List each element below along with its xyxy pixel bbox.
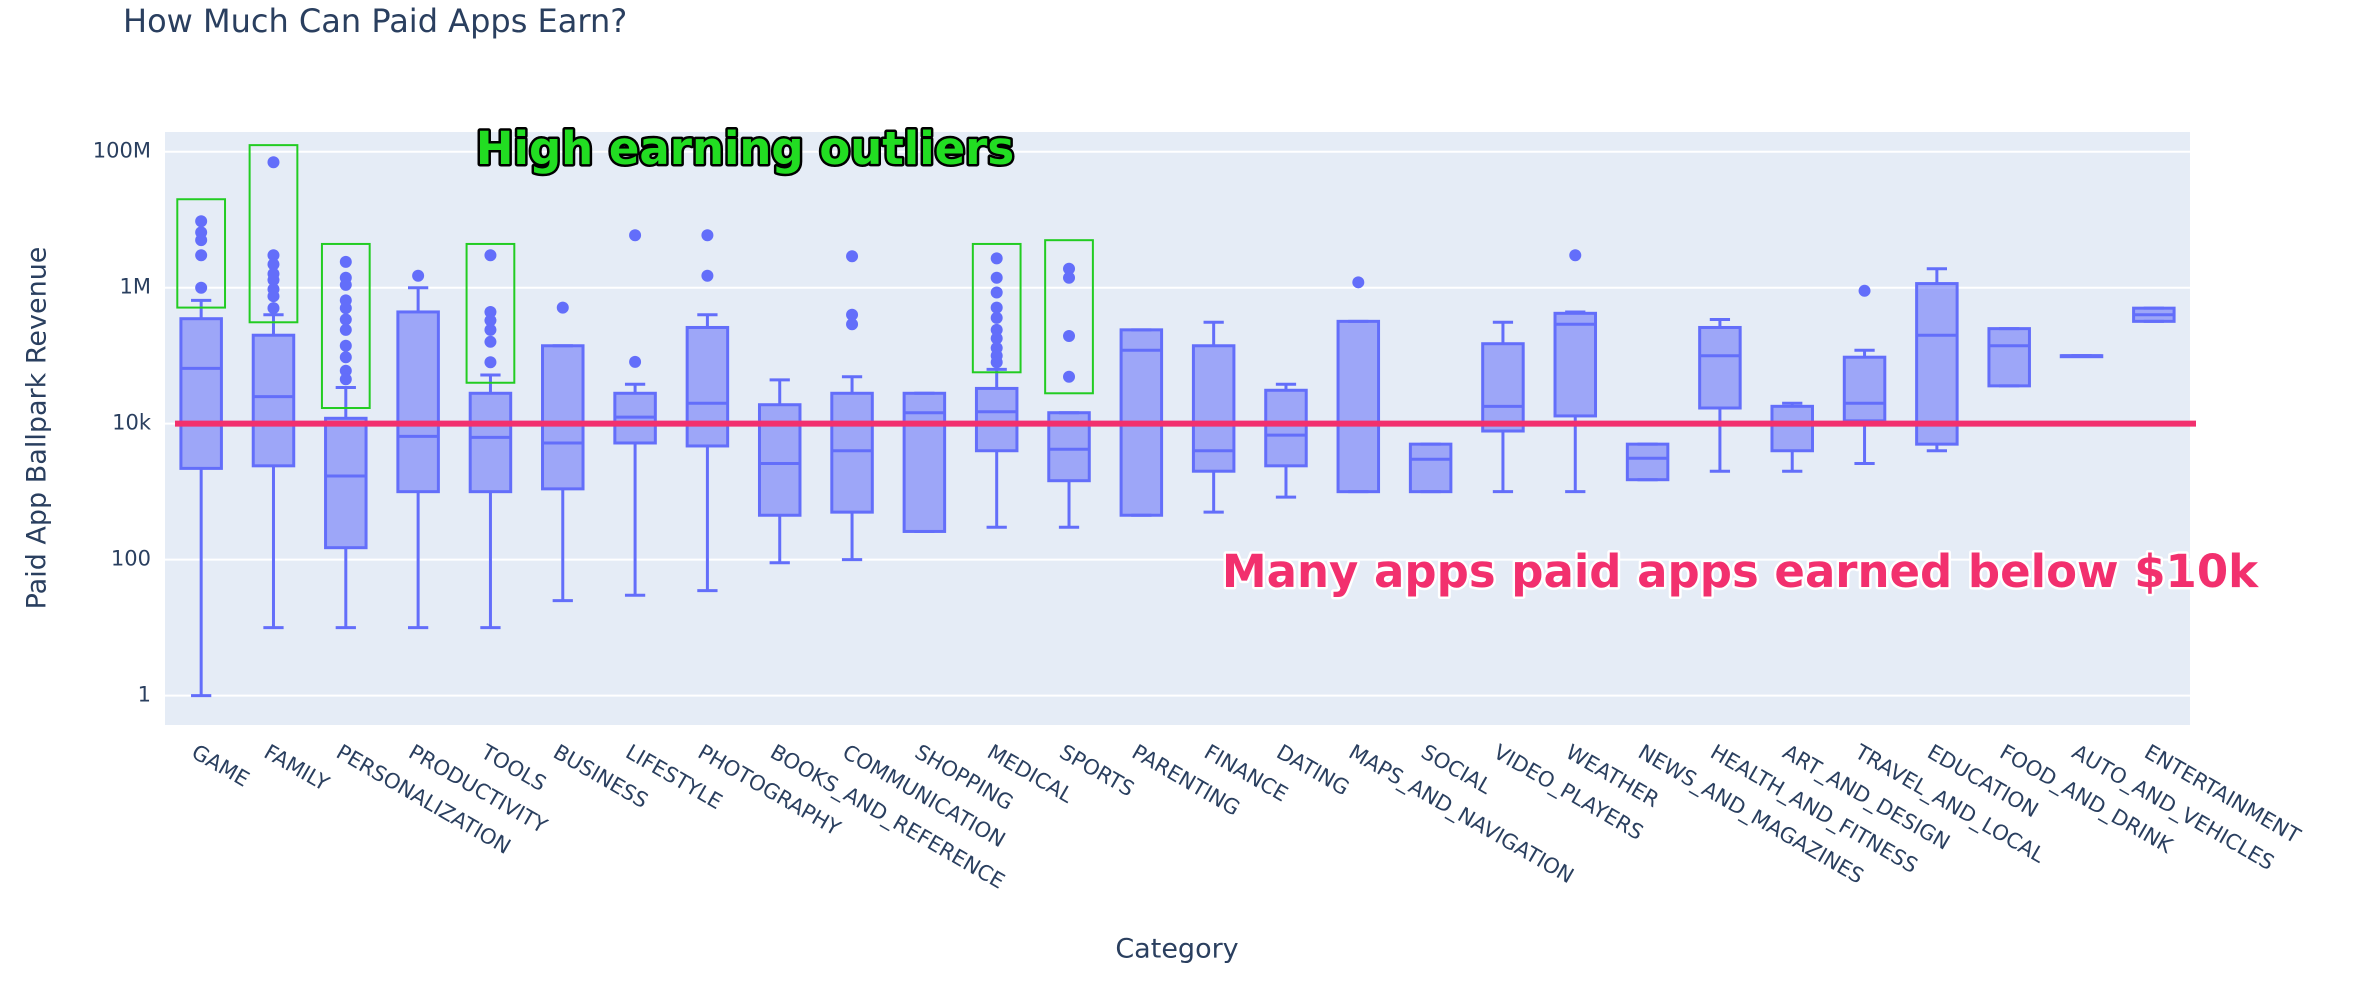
outlier	[990, 252, 1003, 265]
box	[1408, 442, 1453, 494]
annotation: Many apps paid apps earned below $10k	[1222, 545, 2259, 598]
outlier	[484, 305, 497, 318]
y-tick-label: 100	[111, 547, 151, 571]
x-tick-label: FAMILY	[260, 740, 333, 796]
highlight-box	[248, 144, 299, 324]
box	[685, 325, 730, 448]
box	[324, 416, 368, 550]
outlier	[195, 215, 208, 228]
y-tick-label: 100M	[93, 139, 151, 163]
outlier	[990, 311, 1003, 324]
x-tick-label: GAME	[188, 740, 254, 792]
outlier	[195, 281, 208, 294]
outlier	[990, 301, 1003, 314]
outlier	[556, 301, 569, 314]
highlight-box	[176, 198, 227, 309]
box	[468, 391, 513, 494]
outlier	[195, 249, 208, 262]
outlier	[846, 318, 859, 331]
outlier	[339, 364, 352, 377]
y-tick-label: 10k	[112, 411, 152, 435]
outlier	[846, 308, 859, 321]
outlier	[990, 286, 1003, 299]
outlier	[412, 269, 425, 282]
x-axis-title: Category	[1115, 934, 1238, 965]
box	[1191, 344, 1236, 473]
box	[1625, 442, 1670, 482]
outlier	[339, 302, 352, 315]
annotation: High earning outliers	[476, 122, 1014, 175]
outlier	[1858, 284, 1871, 297]
box	[1481, 342, 1525, 433]
outlier	[701, 229, 714, 242]
box	[1842, 355, 1887, 423]
highlight-box	[320, 242, 371, 410]
highlight-box	[971, 242, 1022, 374]
outlier	[701, 269, 714, 282]
outlier	[267, 249, 280, 262]
outlier	[339, 373, 352, 386]
box	[1698, 325, 1742, 410]
outlier	[267, 156, 280, 169]
outlier	[1352, 276, 1365, 289]
outlier	[339, 339, 352, 352]
outlier	[195, 234, 208, 247]
outlier	[339, 323, 352, 336]
outlier	[484, 356, 497, 369]
box	[1264, 388, 1308, 468]
y-axis-title: Paid App Ballpark Revenue	[22, 247, 53, 610]
outlier	[339, 351, 352, 364]
box	[251, 333, 296, 468]
outlier	[990, 356, 1003, 369]
highlight-box	[465, 242, 516, 384]
box	[396, 310, 440, 494]
y-tick-label: 1M	[120, 275, 151, 299]
outlier	[339, 278, 352, 291]
outlier	[990, 332, 1003, 345]
box	[1770, 404, 1814, 453]
outlier	[267, 302, 280, 315]
box	[1553, 311, 1598, 418]
box	[179, 317, 223, 470]
outlier	[484, 335, 497, 348]
outlier	[990, 323, 1003, 336]
box	[830, 391, 874, 514]
highlight-box	[1044, 239, 1094, 395]
outlier	[267, 290, 280, 303]
box	[1915, 282, 1959, 446]
outlier	[339, 313, 352, 326]
outlier	[846, 250, 859, 263]
outlier	[1569, 249, 1582, 262]
outlier	[484, 314, 497, 327]
outlier	[1063, 329, 1076, 342]
outlier	[339, 255, 352, 268]
box	[1987, 327, 2031, 388]
chart-title: How Much Can Paid Apps Earn?	[123, 2, 627, 40]
y-tick-label: 1	[138, 683, 151, 707]
outlier	[484, 323, 497, 336]
outlier	[990, 271, 1003, 284]
box	[902, 391, 947, 533]
outlier	[267, 258, 280, 271]
outlier	[484, 249, 497, 262]
outlier	[629, 355, 642, 368]
outlier	[1063, 271, 1076, 284]
outlier	[1063, 262, 1076, 275]
outlier	[1063, 370, 1076, 383]
box	[974, 386, 1019, 453]
outlier	[267, 273, 280, 286]
box	[541, 344, 585, 491]
box	[1336, 319, 1381, 494]
outlier	[629, 229, 642, 242]
